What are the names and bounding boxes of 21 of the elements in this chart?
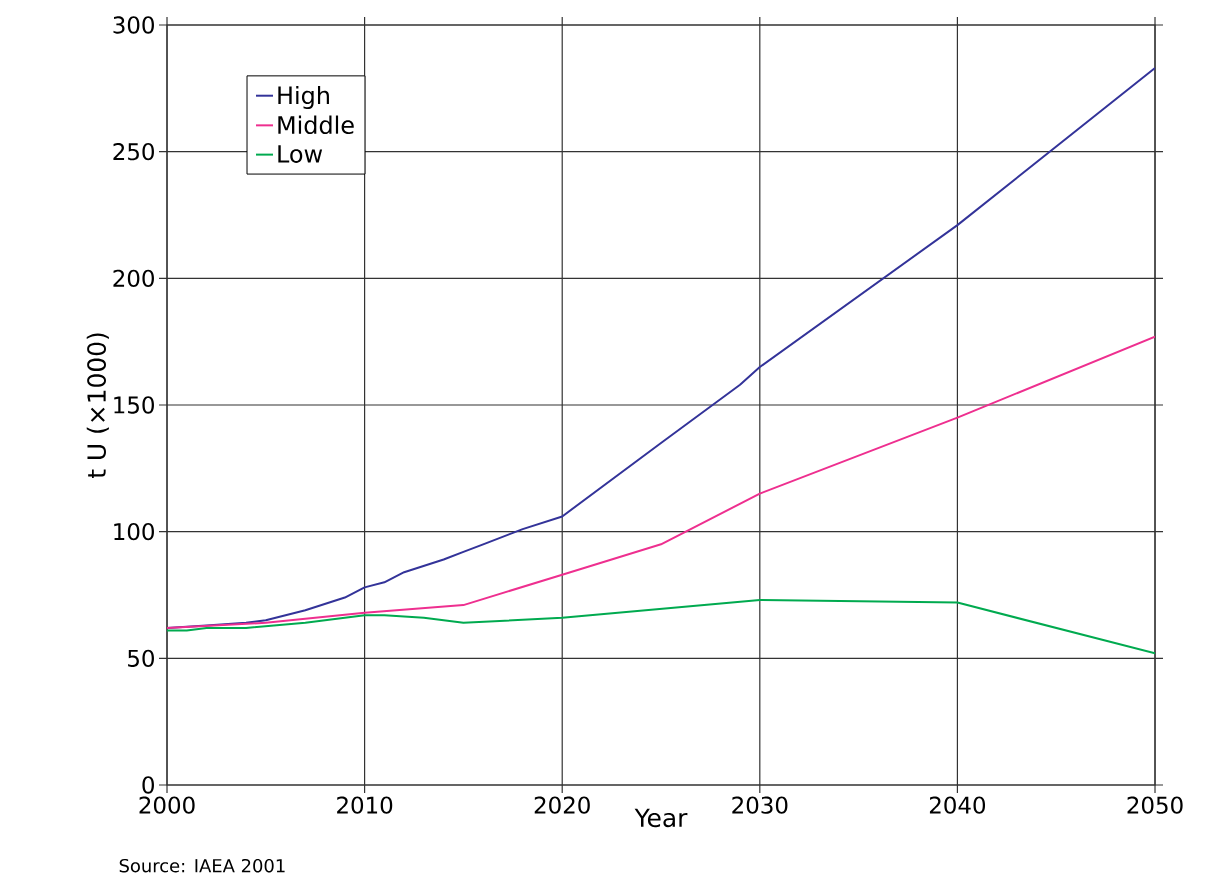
x-tick-label: 2020 [534,796,590,814]
y-axis-title: t U (×1000) [86,333,109,479]
y-tick-label: 250 [113,142,154,161]
source-note: Source: IAEA 2001 [119,858,285,873]
line-series [167,335,1156,629]
x-tick-label: 2030 [732,796,788,814]
x-tick-label: 2010 [337,796,393,814]
line-series [167,599,1156,655]
legend-label: Low [278,145,323,163]
x-tick-label: 2000 [139,796,195,814]
legend-label: High [278,85,329,109]
y-tick-label: 0 [142,776,154,794]
y-tick-label: 150 [114,396,154,414]
y-tick-label: 200 [113,269,154,287]
x-axis-title: Year [634,808,688,828]
x-tick-label: 2050 [1127,796,1183,814]
legend-label: Middle [278,115,354,135]
y-tick-label: 300 [113,16,154,34]
x-tick-label: 2040 [929,796,986,814]
y-tick-label: 100 [114,522,154,541]
y-tick-label: 50 [128,649,154,667]
